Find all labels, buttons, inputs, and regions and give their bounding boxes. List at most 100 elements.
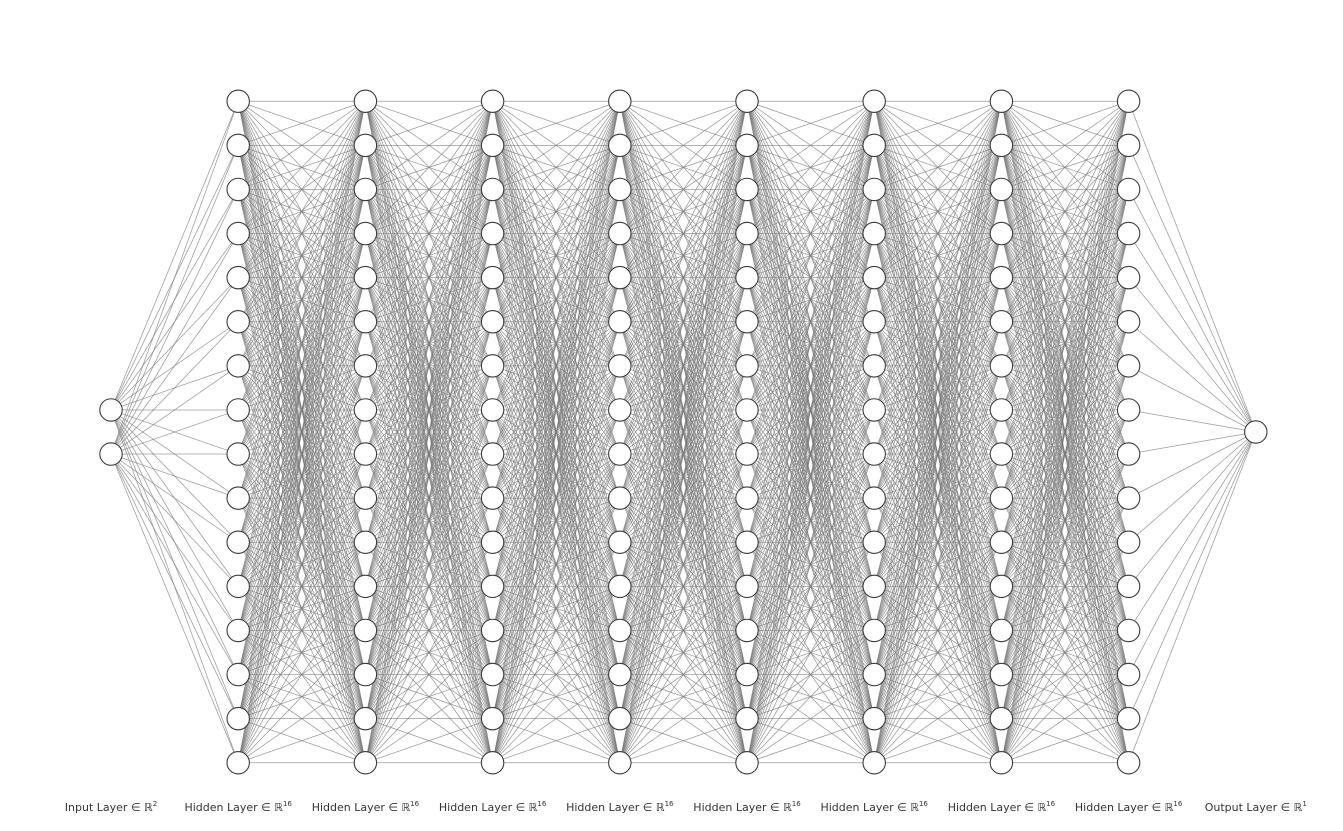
edge-l8-n14-to-n0 bbox=[1128, 431, 1257, 719]
neuron-layer9-node0 bbox=[1244, 420, 1268, 444]
neuron-layer4-node15 bbox=[608, 750, 632, 775]
edge-l3-n5-to-n0 bbox=[492, 101, 621, 322]
neuron-layer8-node13 bbox=[1116, 662, 1141, 687]
edge-l3-n15-to-n13 bbox=[492, 674, 621, 764]
edge-l6-n15-to-n1 bbox=[873, 145, 1002, 763]
edge-l3-n13-to-n0 bbox=[492, 101, 621, 675]
neuron-layer5-node0 bbox=[735, 89, 759, 114]
edge-l0-n1-to-n3 bbox=[110, 233, 239, 455]
edge-l7-n15-to-n8 bbox=[1001, 453, 1129, 763]
neuron-layer1-node4 bbox=[226, 265, 250, 290]
layer-dimension: 2 bbox=[153, 800, 157, 808]
neuron-layer5-node10 bbox=[735, 530, 759, 554]
neuron-layer1-node12 bbox=[226, 618, 250, 643]
edge-l3-n15-to-n6 bbox=[492, 365, 621, 763]
neuron-layer1-node1 bbox=[226, 133, 250, 158]
layer-dimension: 16 bbox=[792, 800, 801, 808]
edge-l5-n15-to-n7 bbox=[746, 409, 875, 763]
neuron-layer2-node15 bbox=[353, 750, 378, 775]
edge-l2-n15-to-n13 bbox=[365, 674, 493, 764]
edge-l0-n1-to-n9 bbox=[110, 453, 239, 499]
edge-l0-n1-to-n10 bbox=[110, 453, 239, 543]
edge-l6-n12-to-n0 bbox=[873, 101, 1002, 631]
neuron-layer3-node7 bbox=[480, 398, 505, 422]
neuron-layer3-node15 bbox=[480, 750, 505, 775]
edge-l3-n15-to-n4 bbox=[492, 277, 621, 763]
edge-l7-n9-to-n0 bbox=[1001, 101, 1129, 499]
edge-l4-n15-to-n13 bbox=[619, 674, 748, 764]
edge-l8-n1-to-n0 bbox=[1128, 145, 1257, 433]
neuron-layer6-node5 bbox=[862, 309, 886, 334]
neuron-layer5-node5 bbox=[735, 309, 759, 334]
neuron-layer4-node9 bbox=[608, 486, 632, 510]
edge-l4-n15-to-n14 bbox=[619, 718, 748, 764]
neuron-layer4-node3 bbox=[608, 221, 632, 246]
layer-dimension: 16 bbox=[919, 800, 928, 808]
edge-l6-n15-to-n10 bbox=[873, 542, 1002, 763]
edge-l1-n13-to-n0 bbox=[237, 101, 366, 675]
neuron-layer5-node15 bbox=[735, 750, 759, 775]
edge-l4-n15-to-n0 bbox=[619, 101, 748, 763]
neuron-layer7-node6 bbox=[989, 354, 1014, 378]
edge-l4-n15-to-n8 bbox=[619, 453, 748, 763]
edge-l5-n15-to-n12 bbox=[746, 630, 875, 764]
layer-label-7: Hidden Layer ∈ ℝ16 bbox=[948, 800, 1056, 814]
neuron-layer2-node12 bbox=[353, 618, 378, 643]
neuron-layer8-node10 bbox=[1116, 530, 1141, 554]
edge-l5-n15-to-n0 bbox=[746, 101, 875, 763]
neuron-layer6-node2 bbox=[862, 177, 886, 202]
neuron-layer2-node1 bbox=[353, 133, 378, 158]
neuron-layer2-node2 bbox=[353, 177, 378, 202]
neuron-layer3-node6 bbox=[480, 354, 505, 378]
neuron-layer4-node2 bbox=[608, 177, 632, 202]
layer-label-6: Hidden Layer ∈ ℝ16 bbox=[820, 800, 928, 814]
layer-label-text: Hidden Layer ∈ ℝ bbox=[693, 801, 792, 814]
edge-l0-n1-to-n2 bbox=[110, 189, 239, 455]
layer-label-text: Hidden Layer ∈ ℝ bbox=[312, 801, 411, 814]
edge-l1-n15-to-n6 bbox=[237, 365, 366, 763]
edge-l0-n1-to-n1 bbox=[110, 145, 239, 455]
layer-label-0: Input Layer ∈ ℝ2 bbox=[65, 800, 157, 814]
edge-l2-n14-to-n0 bbox=[365, 101, 493, 719]
edge-l4-n15-to-n7 bbox=[619, 409, 748, 763]
layer-label-text: Hidden Layer ∈ ℝ bbox=[566, 801, 665, 814]
edge-l4-n6-to-n0 bbox=[619, 101, 748, 367]
edge-l2-n15-to-n9 bbox=[365, 497, 493, 763]
layer-dimension: 16 bbox=[410, 800, 419, 808]
neuron-layer8-node0 bbox=[1116, 89, 1141, 114]
edge-l2-n13-to-n0 bbox=[365, 101, 493, 675]
neuron-layer1-node11 bbox=[226, 574, 250, 599]
edge-l1-n15-to-n7 bbox=[237, 409, 366, 763]
neuron-layer5-node3 bbox=[735, 221, 759, 246]
edge-l0-n1-to-n5 bbox=[110, 321, 239, 455]
neuron-layer1-node6 bbox=[226, 354, 250, 378]
edge-l4-n15-to-n2 bbox=[619, 189, 748, 763]
edge-l5-n14-to-n0 bbox=[746, 101, 875, 719]
neuron-layer3-node5 bbox=[480, 309, 505, 334]
neuron-layer0-node1 bbox=[99, 442, 123, 466]
layer-label-text: Hidden Layer ∈ ℝ bbox=[184, 801, 283, 814]
edge-l7-n4-to-n0 bbox=[1001, 101, 1129, 278]
neuron-layer7-node8 bbox=[989, 442, 1014, 466]
edge-l8-n0-to-n0 bbox=[1128, 101, 1257, 433]
edge-l4-n15-to-n11 bbox=[619, 586, 748, 763]
edge-l2-n15-to-n2 bbox=[365, 189, 493, 763]
edge-l2-n15-to-n1 bbox=[365, 145, 493, 763]
edge-l5-n15-to-n10 bbox=[746, 542, 875, 763]
neuron-layer6-node14 bbox=[862, 706, 886, 731]
neuron-layer8-node9 bbox=[1116, 486, 1141, 510]
edge-l4-n15-to-n3 bbox=[619, 233, 748, 763]
neuron-layer3-node13 bbox=[480, 662, 505, 687]
edge-l4-n8-to-n0 bbox=[619, 101, 748, 455]
edge-l7-n15-to-n2 bbox=[1001, 189, 1129, 763]
neuron-layer1-node13 bbox=[226, 662, 250, 687]
edge-l7-n5-to-n0 bbox=[1001, 101, 1129, 322]
edge-l1-n4-to-n0 bbox=[237, 101, 366, 278]
edge-l8-n2-to-n0 bbox=[1128, 189, 1257, 433]
edge-l4-n15-to-n1 bbox=[619, 145, 748, 763]
edge-l6-n6-to-n0 bbox=[873, 101, 1002, 367]
edge-l4-n15-to-n5 bbox=[619, 321, 748, 763]
neuron-layer5-node13 bbox=[735, 662, 759, 687]
layer-label-text: Hidden Layer ∈ ℝ bbox=[948, 801, 1047, 814]
neuron-layer4-node8 bbox=[608, 442, 632, 466]
